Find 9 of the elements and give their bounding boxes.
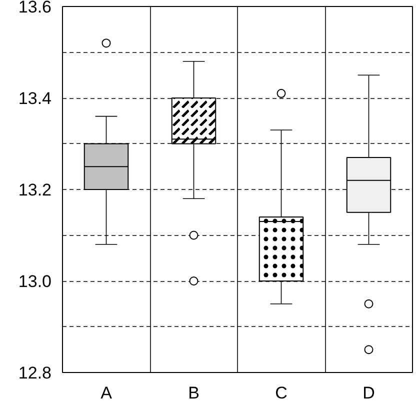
y-tick-label: 13.2 <box>18 180 52 200</box>
y-tick-label: 12.8 <box>18 364 52 382</box>
y-tick-label: 13.6 <box>18 0 52 16</box>
y-tick-label: 13.4 <box>18 89 52 108</box>
x-tick-label: D <box>362 384 375 402</box>
x-tick-label: B <box>188 384 200 402</box>
x-tick-label: C <box>275 384 288 402</box>
y-tick-label: 13.0 <box>18 272 52 291</box>
x-tick-label: A <box>100 384 113 402</box>
